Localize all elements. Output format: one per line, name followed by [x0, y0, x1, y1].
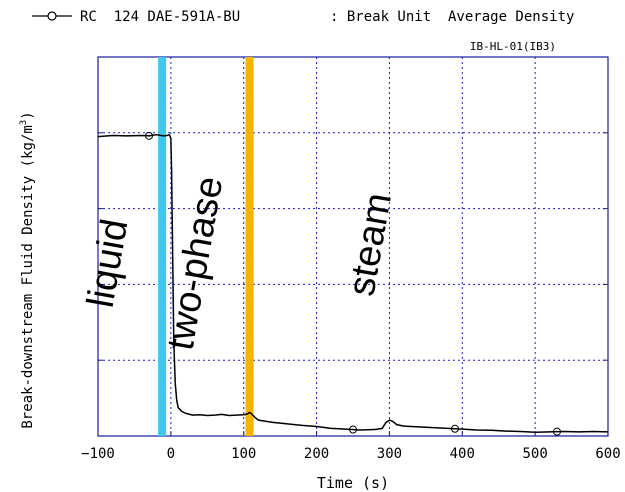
phase-marker-bar — [245, 57, 254, 436]
y-axis-label-prefix: Break-downstream Fluid Density (kg/m — [20, 125, 36, 428]
series-line — [97, 133, 609, 433]
series-marker — [349, 425, 357, 434]
x-tick-label: 200 — [304, 446, 329, 462]
x-tick-label: 400 — [450, 446, 475, 462]
x-axis-label: Time (s) — [317, 474, 389, 492]
grid — [98, 57, 608, 436]
legend: RC 124 DAE-591A-BU : Break Unit Average … — [32, 9, 574, 25]
annotations: liquid two-phase steam — [80, 173, 400, 353]
legend-description: : Break Unit Average Density — [330, 9, 574, 25]
x-tick-label: −100 — [81, 446, 115, 462]
annotation-label: two-phase — [160, 173, 232, 353]
plot-area — [97, 56, 609, 437]
x-tick-label: 300 — [377, 446, 402, 462]
series-marker — [451, 424, 459, 433]
plot-border — [97, 56, 609, 437]
legend-series-id: RC 124 DAE-591A-BU — [80, 9, 240, 25]
chart-subtitle: IB-HL-01(IB3) — [470, 40, 556, 53]
x-tick-label: 600 — [595, 446, 620, 462]
annotation-label: liquid — [80, 216, 137, 311]
x-tick-label: 0 — [167, 446, 175, 462]
y-axis-label-sup: 3 — [19, 120, 29, 125]
legend-marker-swatch — [47, 11, 57, 21]
series-layer — [97, 131, 609, 436]
annotation-label: steam — [341, 190, 400, 299]
x-tick-label: 100 — [231, 446, 256, 462]
series-marker — [553, 427, 561, 436]
x-tick-label: 500 — [522, 446, 547, 462]
phase-marker-bar — [158, 57, 167, 436]
series-marker — [145, 131, 153, 140]
y-axis-label: Break-downstream Fluid Density (kg/m3) — [19, 111, 36, 428]
y-axis-label-suffix: ) — [20, 111, 36, 119]
x-ticks: −100 0 100 200 300 400 500 600 — [81, 132, 621, 462]
phase-markers — [158, 57, 254, 436]
